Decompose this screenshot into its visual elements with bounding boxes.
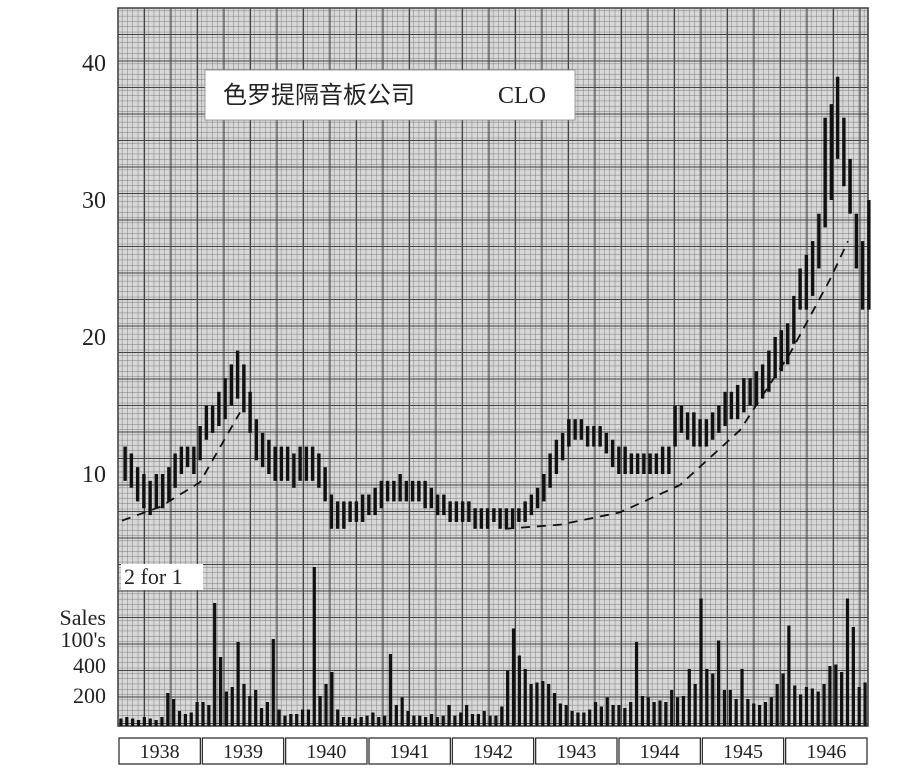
split-note-box xyxy=(121,564,203,590)
year-box xyxy=(451,737,535,765)
volume-tick-label: 200 xyxy=(73,683,106,708)
split-note: 2 for 1 xyxy=(124,564,183,589)
year-axis: 1938 1939 1940 1941 1942 1943 1944 1945 1946 xyxy=(118,737,868,765)
year-box xyxy=(285,737,368,765)
major-grid xyxy=(117,7,868,726)
year-label: 1942 xyxy=(473,741,513,763)
year-label: 1945 xyxy=(723,741,763,763)
year-box xyxy=(701,737,785,765)
year-label: 1944 xyxy=(640,741,680,763)
year-label: 1943 xyxy=(556,741,596,763)
year-label: 1946 xyxy=(806,741,846,763)
price-tick-label: 40 xyxy=(82,51,106,77)
year-box xyxy=(618,737,701,765)
year-box xyxy=(535,737,618,765)
chart-title: 色罗提隔音板公司 xyxy=(223,82,415,109)
price-tick-label: 20 xyxy=(82,325,106,351)
title-box xyxy=(204,69,576,121)
price-tick-label: 30 xyxy=(82,188,106,214)
year-label: 1941 xyxy=(390,741,430,763)
volume-label-sales: Sales xyxy=(60,605,106,630)
volume-tick-label: 400 xyxy=(73,653,106,678)
volume-bars xyxy=(119,567,867,726)
ticker-label: CLO xyxy=(498,83,546,109)
year-box xyxy=(785,737,868,765)
year-label: 1938 xyxy=(140,741,180,763)
uptrend-line xyxy=(121,240,849,530)
year-label: 1940 xyxy=(306,741,346,763)
year-box xyxy=(368,737,451,765)
year-label: 1939 xyxy=(223,741,263,763)
year-box xyxy=(118,737,201,765)
volume-label-units: 100's xyxy=(60,627,106,652)
price-tick-label: 10 xyxy=(82,462,106,488)
year-box xyxy=(201,737,285,765)
price-bars xyxy=(123,76,871,529)
price-axis: 10 20 30 40 xyxy=(82,51,106,488)
